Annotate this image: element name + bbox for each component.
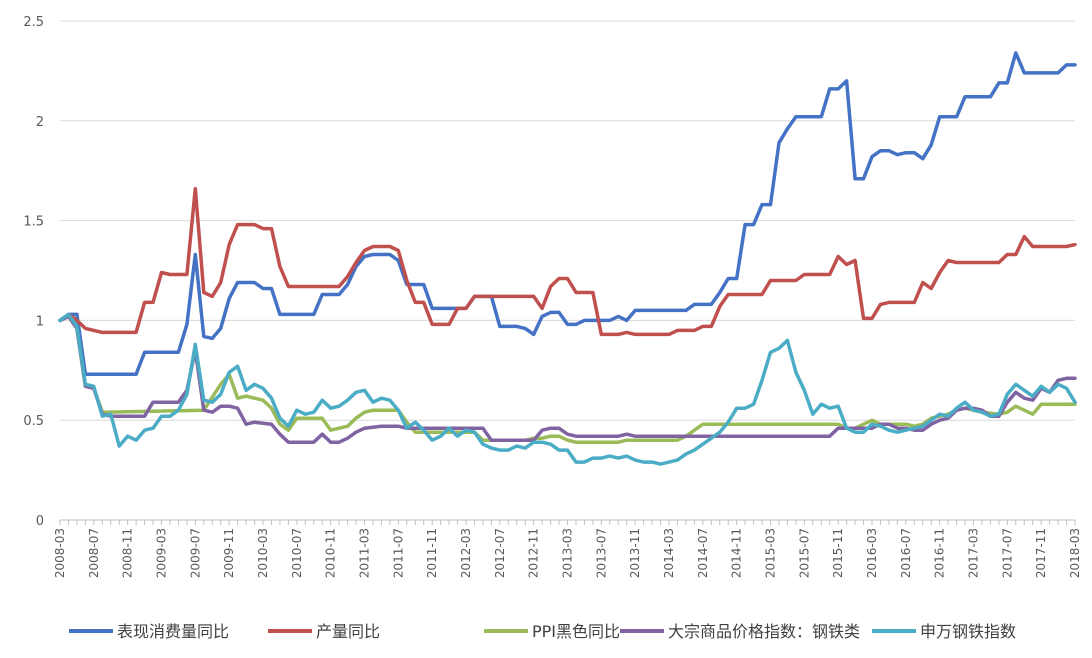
x-tick-label: 2009-11 <box>222 528 236 578</box>
x-tick-label: 2012-07 <box>493 528 507 578</box>
x-tick-label: 2015-03 <box>764 528 778 578</box>
x-tick-label: 2014-07 <box>696 528 710 578</box>
series-line-3 <box>58 314 1077 444</box>
y-tick-label: 2.5 <box>23 15 44 30</box>
x-tick-label: 2011-11 <box>425 528 439 578</box>
legend-label: 申万钢铁指数 <box>920 622 1016 641</box>
legend: 表现消费量同比 产量同比 PPI黑色同比 大宗商品价格指数：钢铁类 申万钢铁指数 <box>69 622 1016 641</box>
x-tick-label: 2016-11 <box>933 528 947 578</box>
x-tick-label: 2008-07 <box>87 528 101 578</box>
x-tick-label: 2010-03 <box>256 528 270 578</box>
x-tick-label: 2010-11 <box>324 528 338 578</box>
x-tick-label: 2011-03 <box>358 528 372 578</box>
x-tick-label: 2014-11 <box>730 528 744 578</box>
legend-label: PPI黑色同比 <box>532 622 620 641</box>
y-axis: 0 0.5 1 1.5 2 2.5 <box>23 15 44 529</box>
x-tick-label: 2009-03 <box>155 528 169 578</box>
y-tick-label: 1 <box>36 314 44 329</box>
x-tick-label: 2014-03 <box>662 528 676 578</box>
x-tick-label: 2011-07 <box>391 528 405 578</box>
y-tick-label: 0.5 <box>23 414 44 429</box>
x-tick-label: 2012-11 <box>527 528 541 578</box>
x-tick-label: 2017-03 <box>967 528 981 578</box>
x-tick-label: 2009-07 <box>188 528 202 578</box>
x-tick-label: 2008-11 <box>121 528 135 578</box>
legend-label: 产量同比 <box>316 622 380 641</box>
x-tick-label: 2016-03 <box>865 528 879 578</box>
y-tick-label: 0 <box>36 514 44 529</box>
x-tick-label: 2008-03 <box>53 528 67 578</box>
series-line-1 <box>58 51 1077 377</box>
series-line-2 <box>58 186 1077 337</box>
x-tick-label: 2015-07 <box>797 528 811 578</box>
x-tick-label: 2018-03 <box>1068 528 1082 578</box>
series-lines <box>58 51 1077 466</box>
x-tick-label: 2010-07 <box>290 528 304 578</box>
x-tick-label: 2017-11 <box>1034 528 1048 578</box>
legend-label: 大宗商品价格指数：钢铁类 <box>668 622 860 641</box>
legend-label: 表现消费量同比 <box>117 622 229 641</box>
x-tick-label: 2012-03 <box>459 528 473 578</box>
y-tick-label: 1.5 <box>23 215 44 230</box>
series-line-5 <box>58 312 1077 466</box>
y-tick-label: 2 <box>36 115 44 130</box>
x-tick-label: 2013-11 <box>628 528 642 578</box>
x-tick-label: 2016-07 <box>899 528 913 578</box>
x-tick-label: 2013-07 <box>594 528 608 578</box>
x-tick-label: 2013-03 <box>561 528 575 578</box>
x-tick-label: 2017-07 <box>1000 528 1014 578</box>
grid-lines <box>60 20 1075 421</box>
x-axis: 2008-03 2008-07 2008-11 2009-03 2009-07 2009-… <box>53 519 1082 578</box>
x-tick-label: 2015-11 <box>831 528 845 578</box>
